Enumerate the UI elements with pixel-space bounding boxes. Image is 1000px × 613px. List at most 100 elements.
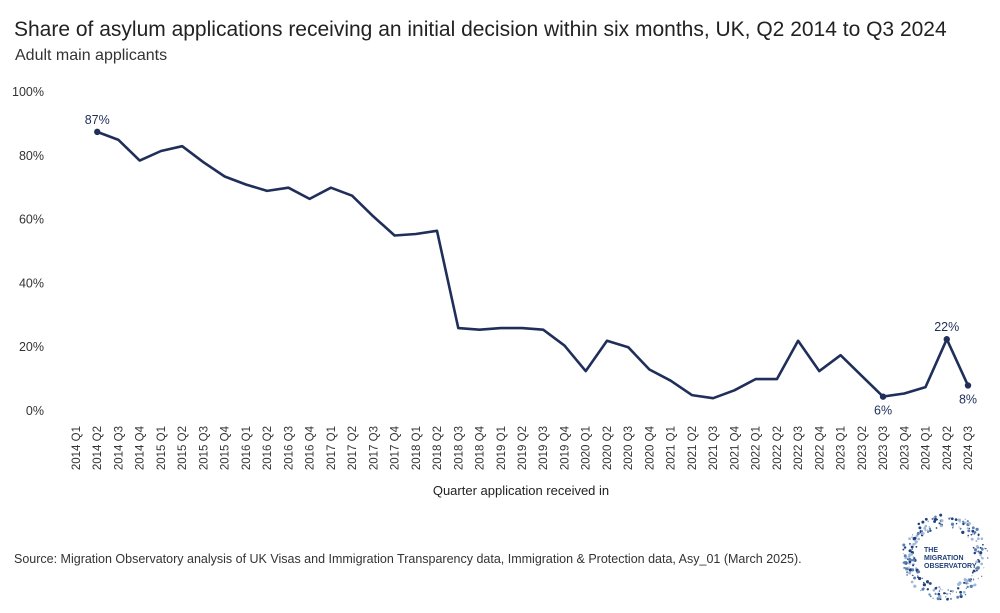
logo-dot xyxy=(914,540,918,544)
logo-dot xyxy=(966,527,969,530)
logo-dot xyxy=(939,588,942,590)
logo-text-the: THE xyxy=(924,547,938,554)
logo-dot xyxy=(986,550,988,552)
x-tick-label: 2017 Q1 xyxy=(326,426,338,470)
logo-dot xyxy=(965,587,967,589)
logo-dot xyxy=(914,543,917,545)
logo-dot xyxy=(956,595,960,599)
x-tick-label: 2018 Q3 xyxy=(453,426,465,470)
logo-dot xyxy=(979,553,982,557)
logo-dot xyxy=(907,562,910,565)
logo-dot xyxy=(973,583,977,587)
x-tick-label: 2017 Q2 xyxy=(347,426,359,470)
logo-dot xyxy=(967,534,969,537)
logo-dot xyxy=(966,520,969,523)
x-tick-label: 2020 Q1 xyxy=(581,426,593,470)
logo-dot xyxy=(938,598,940,600)
logo-dot xyxy=(959,590,962,594)
logo-dot xyxy=(910,553,914,556)
logo-dot xyxy=(975,539,978,543)
logo-dot xyxy=(921,521,923,524)
logo-dot xyxy=(906,561,908,564)
logo-dot xyxy=(921,577,924,580)
logo-dot xyxy=(921,531,924,535)
logo-dot xyxy=(955,522,958,525)
logo-dot xyxy=(934,515,937,519)
logo-dot xyxy=(954,518,958,521)
logo-dot xyxy=(958,581,962,585)
annotation-layer: 87% 6% 22% 8% xyxy=(85,113,977,418)
logo-dot xyxy=(973,551,977,555)
series-line xyxy=(95,130,970,400)
logo-dot xyxy=(927,531,929,533)
x-tick-label: 2023 Q4 xyxy=(899,425,911,470)
logo-dot xyxy=(913,584,917,588)
logo-dot xyxy=(986,557,989,559)
x-tick-label: 2017 Q4 xyxy=(390,425,402,470)
logo-dot xyxy=(967,582,969,585)
logo-dot xyxy=(908,537,911,541)
logo-dot xyxy=(931,517,934,521)
x-tick-label: 2014 Q2 xyxy=(92,426,104,470)
y-tick-label: 40% xyxy=(19,276,44,290)
logo-dot xyxy=(971,529,975,533)
logo-dot xyxy=(957,518,962,522)
y-tick-label: 80% xyxy=(19,149,44,163)
logo-dot xyxy=(917,576,919,578)
logo-dot xyxy=(939,524,943,528)
logo-dot xyxy=(966,585,969,589)
data-label: 8% xyxy=(959,392,977,406)
logo-dot xyxy=(928,593,931,596)
logo-dot xyxy=(938,590,941,592)
logo-dot xyxy=(962,520,965,523)
x-tick-label: 2019 Q1 xyxy=(496,426,508,470)
logo-dot xyxy=(908,549,912,553)
logo-dot xyxy=(964,593,967,596)
logo-dot xyxy=(968,521,971,525)
x-axis: 2014 Q1 2014 Q2 2014 Q3 2014 Q4 2015 Q1 2015 … xyxy=(71,425,975,470)
x-tick-label: 2016 Q2 xyxy=(262,426,274,470)
logo-dot xyxy=(902,552,904,555)
logo-dot xyxy=(959,593,963,597)
logo-dot xyxy=(928,582,932,585)
logo-dot xyxy=(917,574,919,577)
y-tick-label: 20% xyxy=(19,340,44,354)
x-tick-label: 2022 Q3 xyxy=(793,426,805,470)
logo-text-observatory: OBSERVATORY xyxy=(924,563,977,570)
logo-dot xyxy=(918,526,922,530)
logo-dot xyxy=(970,537,974,541)
logo-dot xyxy=(928,530,931,533)
logo-dot xyxy=(951,589,954,593)
logo-dot xyxy=(975,527,979,532)
x-tick-label: 2014 Q4 xyxy=(135,425,147,470)
logo-dot xyxy=(927,529,929,531)
x-tick-label: 2020 Q3 xyxy=(623,426,635,470)
y-tick-label: 100% xyxy=(12,85,44,99)
logo-dot xyxy=(926,588,930,591)
logo-dot xyxy=(972,533,974,535)
logo-dot xyxy=(962,590,966,594)
annotation-marker xyxy=(943,336,950,343)
logo-dot xyxy=(924,524,928,528)
logo-dot xyxy=(903,546,907,549)
logo-dot xyxy=(959,521,961,523)
logo-dot xyxy=(971,575,973,577)
logo-dot xyxy=(945,596,947,598)
logo-dot xyxy=(980,556,982,558)
logo-dot xyxy=(908,560,912,564)
logo-dot xyxy=(928,527,931,530)
logo-dot xyxy=(983,547,986,550)
logo-dot xyxy=(903,554,907,558)
logo-dot xyxy=(908,557,912,562)
logo-dot xyxy=(912,574,914,577)
logo-dot xyxy=(951,526,954,529)
logo-dot xyxy=(915,534,919,538)
logo-dot xyxy=(925,580,930,584)
logo-dot xyxy=(970,533,973,536)
logo-dot xyxy=(928,525,931,528)
logo-dot xyxy=(938,522,941,525)
logo-dot xyxy=(977,558,979,561)
logo-dot xyxy=(939,513,943,517)
x-tick-label: 2019 Q2 xyxy=(517,426,529,470)
